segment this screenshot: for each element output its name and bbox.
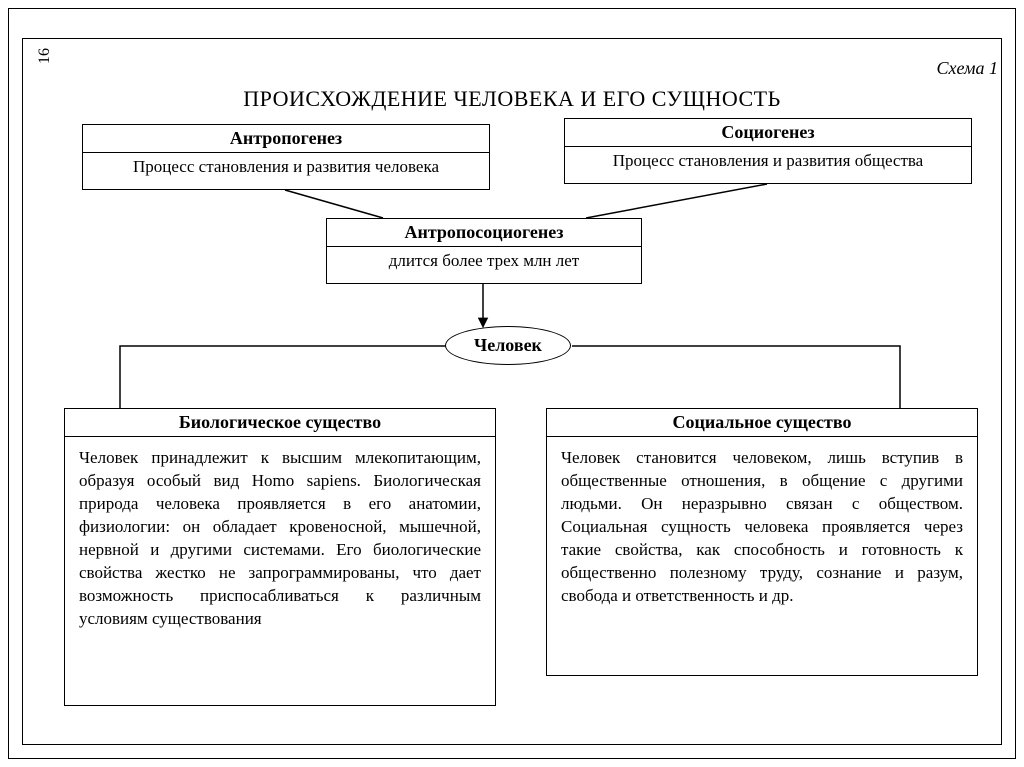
- node-head: Социальное существо: [547, 409, 977, 437]
- node-anthropogenesis: Антропогенез Процесс становления и разви…: [82, 124, 490, 190]
- node-human: Человек: [445, 326, 571, 365]
- node-head: Биологическое существо: [65, 409, 495, 437]
- node-head: Социогенез: [565, 119, 971, 147]
- node-body: длится более трех млн лет: [327, 247, 641, 275]
- node-body: Человек принадлежит к высшим млекопитающ…: [65, 437, 495, 641]
- node-head: Антропосоциогенез: [327, 219, 641, 247]
- node-body: Человек становится человеком, лишь вступ…: [547, 437, 977, 618]
- node-social: Социальное существо Человек становится ч…: [546, 408, 978, 676]
- page-number: 16: [36, 48, 54, 64]
- node-sociogenesis: Социогенез Процесс становления и развити…: [564, 118, 972, 184]
- node-head: Антропогенез: [83, 125, 489, 153]
- diagram-title: ПРОИСХОЖДЕНИЕ ЧЕЛОВЕКА И ЕГО СУЩНОСТЬ: [0, 86, 1024, 112]
- node-body: Процесс становления и развития общества: [565, 147, 971, 175]
- node-biological: Биологическое существо Человек принадлеж…: [64, 408, 496, 706]
- node-anthroposociogenesis: Антропосоциогенез длится более трех млн …: [326, 218, 642, 284]
- scheme-label: Схема 1: [936, 58, 998, 79]
- node-body: Процесс становления и развития человека: [83, 153, 489, 181]
